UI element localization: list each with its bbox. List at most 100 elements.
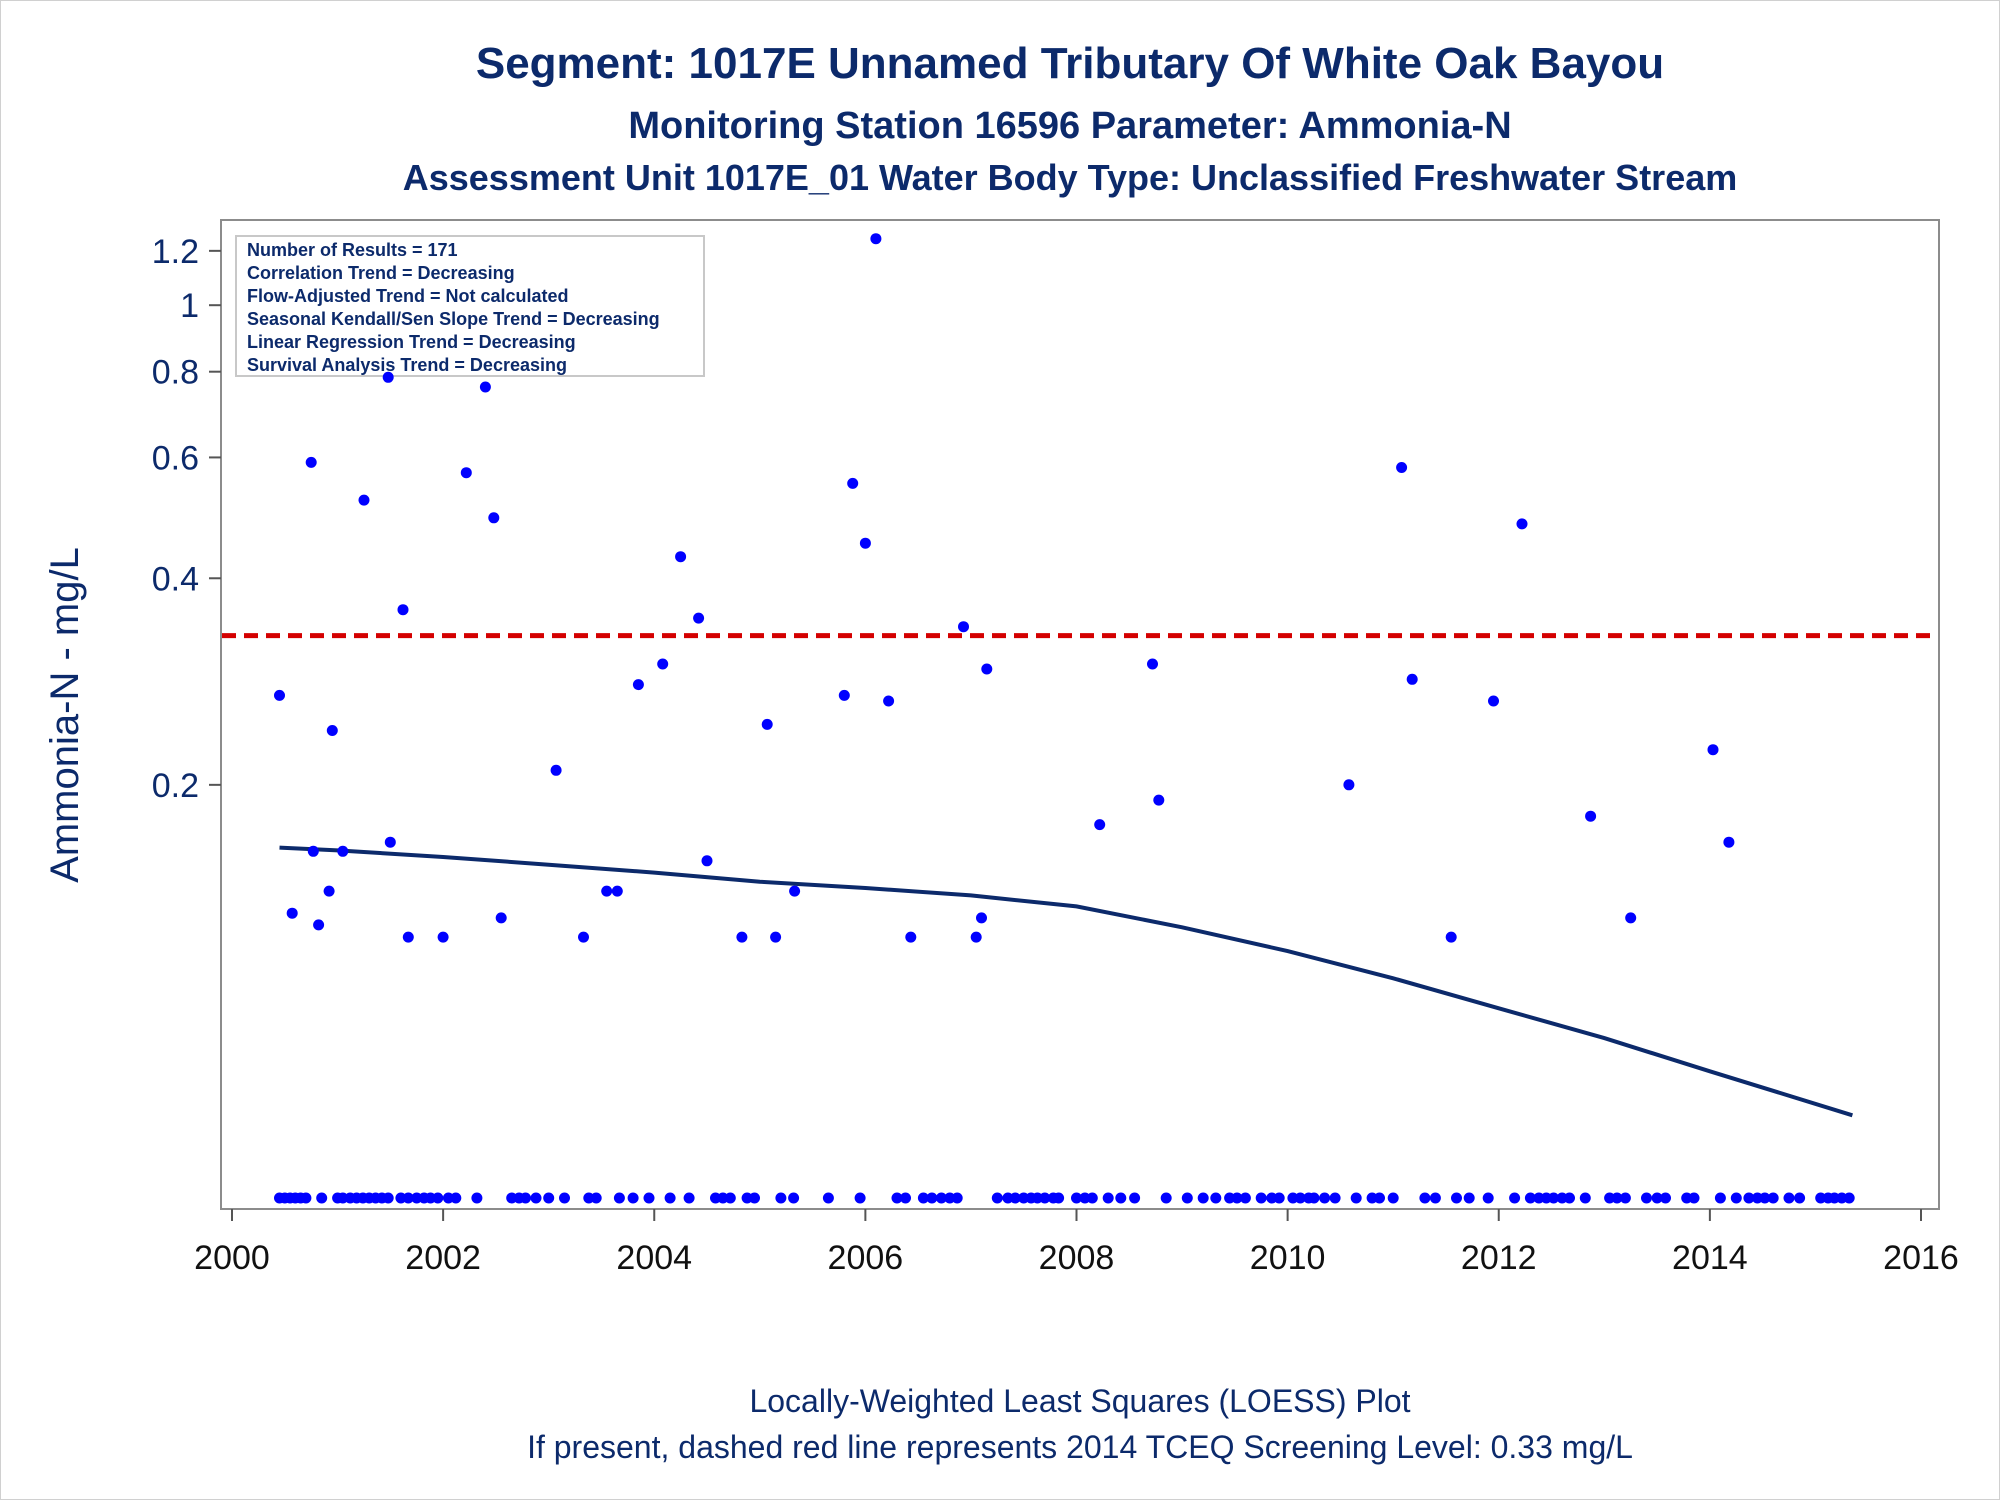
data-point (770, 931, 782, 943)
censored-point (991, 1192, 1003, 1204)
data-points (274, 233, 1735, 943)
censored-point (1053, 1192, 1065, 1204)
censored-point (664, 1192, 676, 1204)
censored-point (1651, 1192, 1663, 1204)
data-point (693, 612, 705, 624)
censored-point (471, 1192, 483, 1204)
data-point (859, 537, 871, 549)
x-axis: 2000 2002 2004 2006 2008 2010 2012 2014 2016 (194, 1209, 1959, 1277)
censored-point (1115, 1192, 1127, 1204)
censored-point (951, 1192, 963, 1204)
y-tick-label: 0.6 (152, 439, 199, 477)
censored-point (1579, 1192, 1591, 1204)
censored-point (1714, 1192, 1726, 1204)
censored-point (917, 1192, 929, 1204)
data-point (883, 695, 895, 707)
censored-point (559, 1192, 570, 1204)
censored-point (788, 1192, 800, 1204)
censored-point (432, 1192, 444, 1204)
censored-point (926, 1192, 938, 1204)
plot-area (220, 219, 1940, 1210)
censored-point (1197, 1192, 1209, 1204)
censored-point (1783, 1192, 1795, 1204)
footer-line-2: If present, dashed red line represents 2… (527, 1429, 1633, 1465)
data-point (488, 512, 500, 524)
censored-point (1239, 1192, 1251, 1204)
loess-trend-line (279, 845, 1853, 1118)
y-axis-label: Ammonia-N - mg/L (43, 547, 87, 883)
data-point (847, 477, 859, 489)
censored-point (683, 1192, 695, 1204)
censored-point (1294, 1192, 1306, 1204)
stats-box: Number of Results = 171 Correlation Tren… (235, 235, 705, 377)
data-point (382, 371, 394, 383)
censored-point (1329, 1192, 1341, 1204)
censored-point (1843, 1192, 1855, 1204)
censored-point (724, 1192, 736, 1204)
data-point (384, 836, 396, 848)
censored-point (1419, 1192, 1431, 1204)
data-point (870, 233, 882, 245)
data-point (632, 679, 644, 691)
censored-point (590, 1192, 602, 1204)
censored-point (1619, 1192, 1631, 1204)
x-tick-label: 2016 (1883, 1239, 1959, 1277)
censored-point (1009, 1192, 1021, 1204)
y-axis: 0.2 0.4 0.6 0.8 1 1.2 (152, 233, 221, 805)
data-point (402, 931, 414, 943)
data-point (1488, 695, 1499, 707)
censored-point (1181, 1192, 1193, 1204)
stats-line-results: Number of Results = 171 (247, 240, 458, 260)
y-tick-label: 0.8 (152, 354, 199, 392)
data-point (307, 845, 319, 857)
x-tick-label: 2000 (194, 1239, 270, 1277)
data-point (578, 931, 589, 943)
censored-point (1086, 1192, 1098, 1204)
censored-point (1160, 1192, 1172, 1204)
censored-point (1524, 1192, 1536, 1204)
censored-point (1611, 1192, 1623, 1204)
y-tick-label: 1.2 (152, 233, 199, 271)
data-point (789, 885, 801, 897)
censored-point (775, 1192, 787, 1204)
y-tick-label: 0.2 (152, 767, 199, 805)
stats-line-correlation: Correlation Trend = Decreasing (247, 263, 515, 283)
data-point (1153, 794, 1165, 806)
stats-line-linear-regression: Linear Regression Trend = Decreasing (247, 332, 576, 352)
censored-point (1374, 1192, 1385, 1204)
y-tick-label: 0.4 (152, 560, 199, 598)
data-point (495, 912, 507, 924)
stats-box-frame (235, 235, 705, 377)
data-point (305, 456, 317, 468)
x-tick-label: 2008 (1039, 1239, 1115, 1277)
censored-point (450, 1192, 462, 1204)
footer-line-1: Locally-Weighted Least Squares (LOESS) P… (749, 1383, 1410, 1419)
data-point (1343, 779, 1355, 791)
data-point (274, 689, 285, 701)
censored-point (1071, 1192, 1082, 1204)
censored-point (643, 1192, 655, 1204)
data-point (397, 604, 409, 616)
censored-point (1102, 1192, 1114, 1204)
censored-point (543, 1192, 555, 1204)
censored-point (1231, 1192, 1243, 1204)
data-point (1516, 518, 1528, 530)
censored-point (300, 1192, 312, 1204)
data-point (970, 931, 982, 943)
censored-point (1759, 1192, 1771, 1204)
data-point (701, 855, 713, 867)
stats-line-survival: Survival Analysis Trend = Decreasing (247, 355, 567, 375)
x-tick-label: 2010 (1250, 1239, 1326, 1277)
data-point (1094, 819, 1106, 831)
data-point (286, 907, 298, 919)
data-point (1585, 810, 1597, 822)
data-point (981, 663, 993, 675)
data-point (905, 931, 917, 943)
censored-point (1564, 1192, 1575, 1204)
data-point (958, 621, 969, 633)
data-point (326, 725, 338, 736)
censored-point (1641, 1192, 1652, 1204)
censored-point (1743, 1192, 1755, 1204)
